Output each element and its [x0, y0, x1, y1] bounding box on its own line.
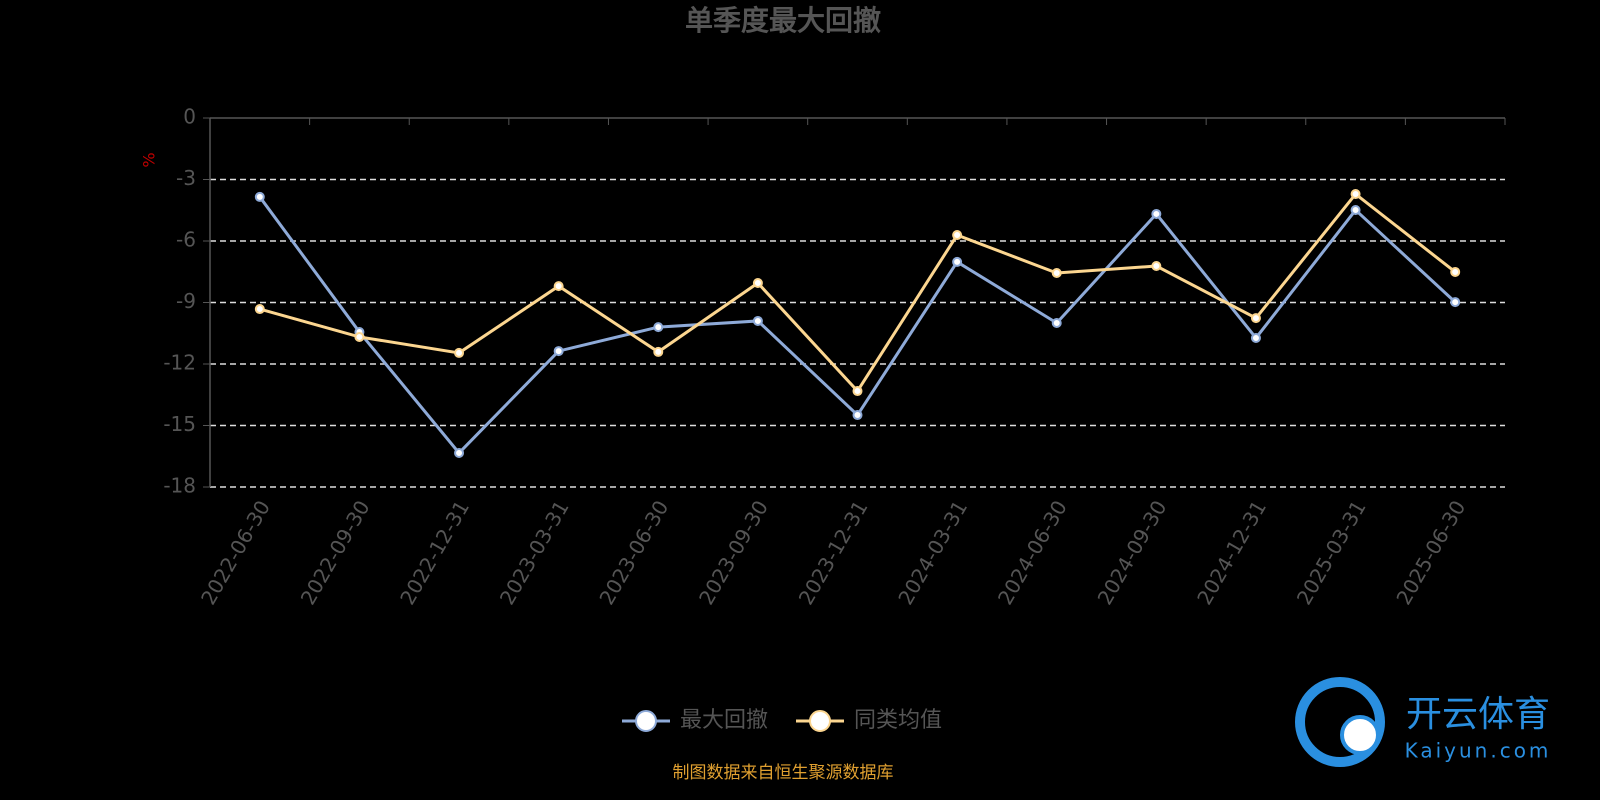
chart-title: 单季度最大回撤: [685, 4, 881, 37]
point: [1250, 332, 1261, 343]
point: [1151, 261, 1162, 272]
y-axis-label: %: [140, 152, 159, 167]
point: [852, 386, 863, 397]
watermark: 开云体育 Kaiyun.com: [1295, 677, 1552, 767]
legend-symbol: [809, 710, 831, 732]
point: [752, 315, 763, 326]
y-tick-label: 0: [183, 105, 196, 129]
point: [553, 346, 564, 357]
watermark-site: Kaiyun.com: [1405, 739, 1552, 763]
y-tick-label: -18: [163, 474, 196, 498]
point: [952, 256, 963, 267]
point: [454, 347, 465, 358]
point: [254, 191, 265, 202]
point: [653, 346, 664, 357]
watermark-brand: 开云体育: [1406, 694, 1550, 735]
y-tick-label: -12: [163, 351, 196, 375]
y-tick-label: -15: [163, 412, 196, 436]
point: [454, 447, 465, 458]
legend-label: 最大回撤: [680, 708, 768, 733]
point: [952, 230, 963, 241]
y-tick-label: -3: [176, 166, 196, 190]
point: [1350, 205, 1361, 216]
logo: [1295, 677, 1385, 767]
point: [1051, 318, 1062, 328]
point: [254, 304, 265, 315]
point: [1450, 266, 1461, 277]
legend-label: 同类均值: [854, 708, 942, 733]
point: [1250, 313, 1261, 324]
y-tick-label: -6: [176, 228, 196, 252]
logo-ball: [1340, 715, 1380, 755]
point: [752, 278, 763, 289]
point: [653, 322, 664, 333]
y-tick-label: -9: [176, 289, 196, 313]
legend-symbol: [635, 710, 657, 732]
point: [1051, 267, 1062, 278]
point: [1151, 208, 1162, 219]
footer: 制图数据来自恒生聚源数据库: [673, 763, 894, 783]
point: [553, 281, 564, 292]
point: [354, 331, 365, 342]
point: [1450, 297, 1461, 308]
point: [1350, 189, 1361, 200]
point: [852, 410, 863, 421]
